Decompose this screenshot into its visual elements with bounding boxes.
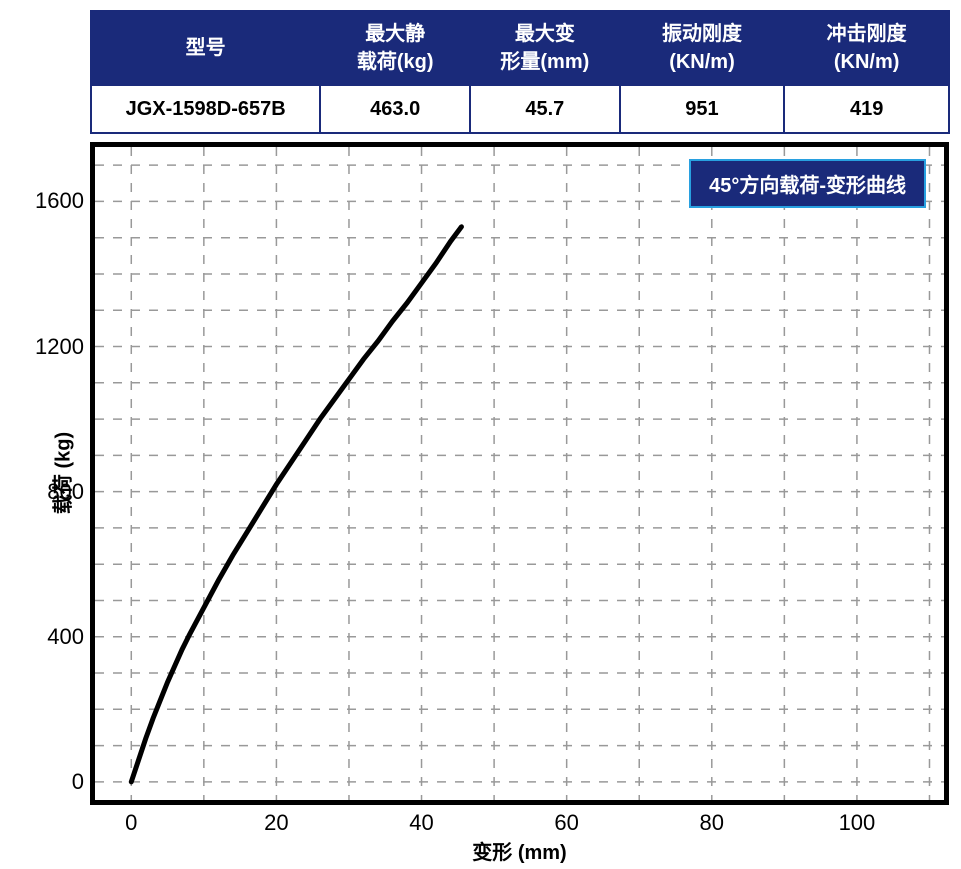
table-header-cell: 型号 [91,11,320,85]
x-tick-label: 40 [409,810,433,836]
x-tick-label: 0 [125,810,137,836]
table-row: JGX-1598D-657B463.045.7951419 [91,85,949,133]
x-axis-label: 变形 (mm) [90,836,949,865]
y-tick-label: 800 [14,479,84,505]
table-cell: JGX-1598D-657B [91,85,320,133]
y-tick-label: 400 [14,624,84,650]
table-cell: 419 [784,85,949,133]
x-tick-label: 100 [839,810,876,836]
chart-area: 载荷 (kg) 45°方向载荷-变形曲线 040080012001600 020… [10,138,951,858]
table-header-cell: 最大静载荷(kg) [320,11,470,85]
x-tick-label: 20 [264,810,288,836]
y-tick-label: 0 [14,769,84,795]
spec-table: 型号最大静载荷(kg)最大变形量(mm)振动刚度(KN/m)冲击刚度(KN/m)… [90,10,950,134]
table-cell: 463.0 [320,85,470,133]
table-cell: 951 [620,85,785,133]
x-tick-label: 60 [554,810,578,836]
table-header-cell: 最大变形量(mm) [470,11,620,85]
y-tick-label: 1600 [14,188,84,214]
y-tick-label: 1200 [14,334,84,360]
legend-box: 45°方向载荷-变形曲线 [689,159,926,208]
table-header-cell: 振动刚度(KN/m) [620,11,785,85]
table-cell: 45.7 [470,85,620,133]
plot-frame: 45°方向载荷-变形曲线 [90,142,949,805]
x-tick-label: 80 [700,810,724,836]
table-header-cell: 冲击刚度(KN/m) [784,11,949,85]
plot-svg [95,147,944,800]
